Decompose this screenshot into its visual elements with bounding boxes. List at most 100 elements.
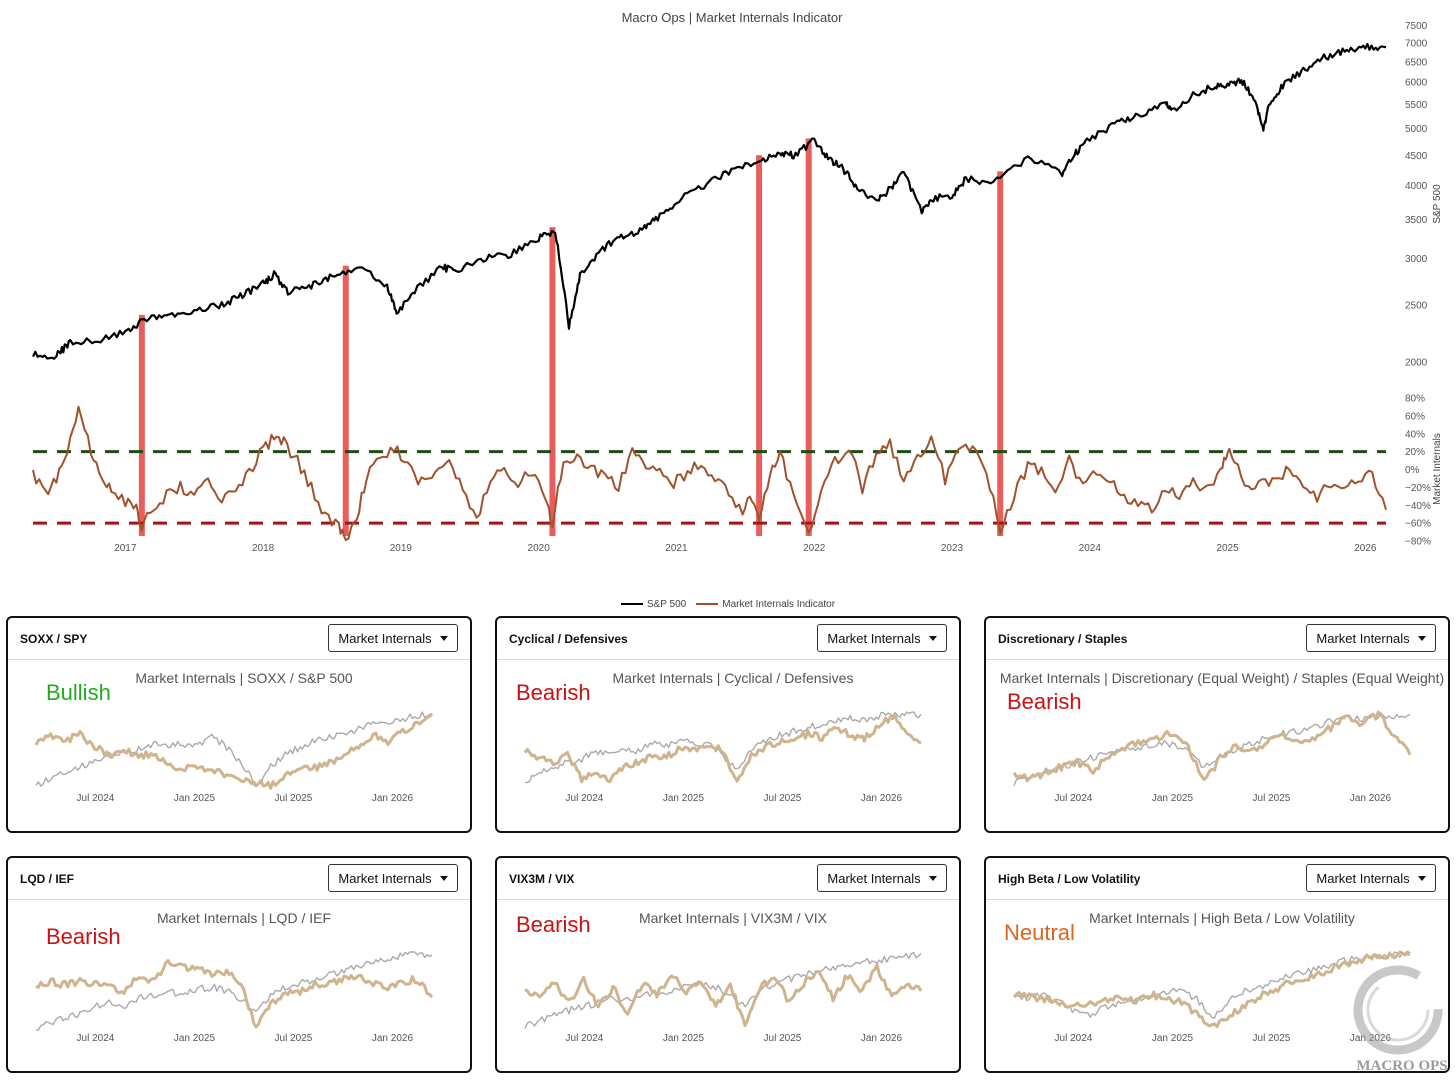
caret-down-icon bbox=[1417, 875, 1426, 881]
signal-label: Bearish bbox=[46, 924, 121, 949]
indicator-dropdown[interactable]: Market Internals bbox=[817, 624, 947, 652]
series-line-sp500 bbox=[32, 42, 1387, 360]
x-tick-label: 2025 bbox=[1216, 543, 1239, 554]
signal-label: Neutral bbox=[1004, 920, 1075, 945]
legend-item-sp500[interactable]: S&P 500 bbox=[620, 599, 686, 610]
panel-x-tick-label: Jan 2025 bbox=[174, 1033, 216, 1044]
y-tick-label-sp500: 7000 bbox=[1405, 38, 1428, 49]
panel-lqd-ief: LQD / IEF Market Internals Market Intern… bbox=[6, 856, 472, 1073]
panel-title: Cyclical / Defensives bbox=[509, 632, 628, 646]
signal-bar-3 bbox=[549, 227, 556, 536]
panel-x-tick-label: Jul 2024 bbox=[566, 1033, 604, 1044]
signal-bars bbox=[138, 138, 1004, 537]
panel-title: SOXX / SPY bbox=[20, 632, 88, 646]
y-tick-label-internals: −40% bbox=[1405, 501, 1431, 512]
panel-header: Cyclical / Defensives Market Internals bbox=[497, 618, 959, 660]
panel-x-tick-label: Jan 2025 bbox=[1152, 793, 1194, 804]
signal-label: Bullish bbox=[46, 680, 111, 705]
panel-chart: Market Internals | SOXX / S&P 500 Jul 202… bbox=[34, 670, 434, 804]
panel-x-tick-label: Jul 2025 bbox=[275, 1033, 313, 1044]
panel-soxx-spy: SOXX / SPY Market Internals Market Inter… bbox=[6, 616, 472, 833]
panel-x-tick-label: Jul 2024 bbox=[1055, 793, 1093, 804]
y-tick-label-internals: −20% bbox=[1405, 483, 1431, 494]
panel-title: LQD / IEF bbox=[20, 872, 74, 886]
x-tick-label: 2021 bbox=[665, 543, 688, 554]
panel-series-line-ratio bbox=[1012, 950, 1411, 1029]
y-tick-label-sp500: 2500 bbox=[1405, 301, 1428, 312]
logo-ring bbox=[1353, 965, 1443, 1055]
panel-x-tick-label: Jul 2024 bbox=[77, 1033, 115, 1044]
y-tick-label-sp500: 3500 bbox=[1405, 215, 1428, 226]
y-tick-label-internals: −60% bbox=[1405, 519, 1431, 530]
dropdown-value: Market Internals bbox=[1316, 630, 1410, 646]
panel-chart: Market Internals | LQD / IEF Jul 2024 Jan … bbox=[35, 910, 434, 1044]
indicator-dropdown[interactable]: Market Internals bbox=[328, 864, 458, 892]
panel-x-tick-label: Jan 2025 bbox=[663, 793, 705, 804]
signal-bar-6 bbox=[997, 171, 1004, 537]
panel-chart-title: Market Internals | Discretionary (Equal … bbox=[1000, 670, 1444, 686]
panel-x-tick-label: Jan 2026 bbox=[861, 793, 903, 804]
signal-bar-2 bbox=[342, 265, 349, 536]
panel-cyclical-defensives: Cyclical / Defensives Market Internals M… bbox=[495, 616, 961, 833]
panel-header: LQD / IEF Market Internals bbox=[8, 858, 470, 900]
panel-series-line-ratio bbox=[524, 963, 923, 1028]
panel-x-tick-label: Jan 2026 bbox=[372, 1033, 414, 1044]
y-tick-label-internals: 60% bbox=[1405, 411, 1425, 422]
caret-down-icon bbox=[928, 875, 937, 881]
panel-chart-title: Market Internals | VIX3M / VIX bbox=[639, 910, 828, 926]
series-lines bbox=[32, 42, 1387, 542]
panel-series-line-ratio bbox=[523, 714, 922, 784]
y-tick-label-sp500: 2000 bbox=[1405, 357, 1428, 368]
x-tick-label: 2017 bbox=[114, 543, 137, 554]
caret-down-icon bbox=[439, 875, 448, 881]
indicator-dropdown[interactable]: Market Internals bbox=[1306, 624, 1436, 652]
y-tick-label-internals: 20% bbox=[1405, 447, 1425, 458]
panel-x-tick-label: Jul 2025 bbox=[1253, 793, 1291, 804]
panel-x-tick-label: Jul 2025 bbox=[764, 793, 802, 804]
macro-ops-logo: MACRO OPS bbox=[1353, 965, 1448, 1074]
y-tick-label-sp500: 4500 bbox=[1405, 151, 1428, 162]
indicator-dropdown[interactable]: Market Internals bbox=[1306, 864, 1436, 892]
panel-header: SOXX / SPY Market Internals bbox=[8, 618, 470, 660]
panel-x-tick-label: Jul 2025 bbox=[1253, 1033, 1291, 1044]
signal-label: Bearish bbox=[1007, 689, 1082, 714]
panel-series-line-ratio bbox=[35, 959, 434, 1029]
panel-chart: Market Internals | Cyclical / Defensives… bbox=[523, 670, 922, 804]
legend-item-internals[interactable]: Market Internals Indicator bbox=[696, 599, 835, 610]
dropdown-value: Market Internals bbox=[1316, 870, 1410, 886]
y-tick-label-internals: −80% bbox=[1405, 537, 1431, 548]
series-line-market-internals bbox=[32, 405, 1387, 542]
panel-series-line-benchmark bbox=[1013, 712, 1411, 786]
panel-header: Discretionary / Staples Market Internals bbox=[986, 618, 1448, 660]
y-tick-label-sp500: 7500 bbox=[1405, 21, 1428, 32]
panel-series-line-benchmark bbox=[1013, 951, 1411, 1019]
dropdown-value: Market Internals bbox=[827, 870, 921, 886]
y-tick-label-sp500: 5500 bbox=[1405, 100, 1428, 111]
signal-bar-4 bbox=[756, 155, 763, 536]
threshold-lines bbox=[33, 450, 1386, 525]
y-axis-internals-ticks: 80% 60% 40% 20% 0% −20% −40% −60% −80% bbox=[1405, 394, 1431, 548]
panel-series-line-benchmark bbox=[35, 711, 433, 788]
indicator-dropdown[interactable]: Market Internals bbox=[328, 624, 458, 652]
x-tick-label: 2024 bbox=[1079, 543, 1102, 554]
indicator-dropdown[interactable]: Market Internals bbox=[817, 864, 947, 892]
caret-down-icon bbox=[1417, 635, 1426, 641]
panel-x-tick-label: Jan 2026 bbox=[861, 1033, 903, 1044]
y-tick-label-sp500: 6500 bbox=[1405, 57, 1428, 68]
panel-x-tick-label: Jan 2025 bbox=[174, 793, 216, 804]
logo-ring-inner bbox=[1366, 978, 1430, 1042]
caret-down-icon bbox=[928, 635, 937, 641]
y-tick-label-sp500: 6000 bbox=[1405, 78, 1428, 89]
panel-x-tick-label: Jul 2024 bbox=[1055, 1033, 1093, 1044]
legend-swatch-internals bbox=[696, 603, 719, 605]
panel-vix3m-vix: VIX3M / VIX Market Internals Market Inte… bbox=[495, 856, 961, 1073]
panel-x-tick-label: Jan 2026 bbox=[1350, 793, 1392, 804]
panel-x-tick-label: Jul 2024 bbox=[566, 793, 604, 804]
panel-series-line-ratio bbox=[1012, 710, 1412, 783]
panel-x-tick-label: Jul 2024 bbox=[77, 793, 115, 804]
caret-down-icon bbox=[439, 635, 448, 641]
x-tick-label: 2018 bbox=[252, 543, 275, 554]
y-axis-internals-label: Market Internals bbox=[1432, 433, 1443, 505]
y-tick-label-sp500: 5000 bbox=[1405, 124, 1428, 135]
y-axis-sp500-label: S&P 500 bbox=[1432, 184, 1443, 224]
